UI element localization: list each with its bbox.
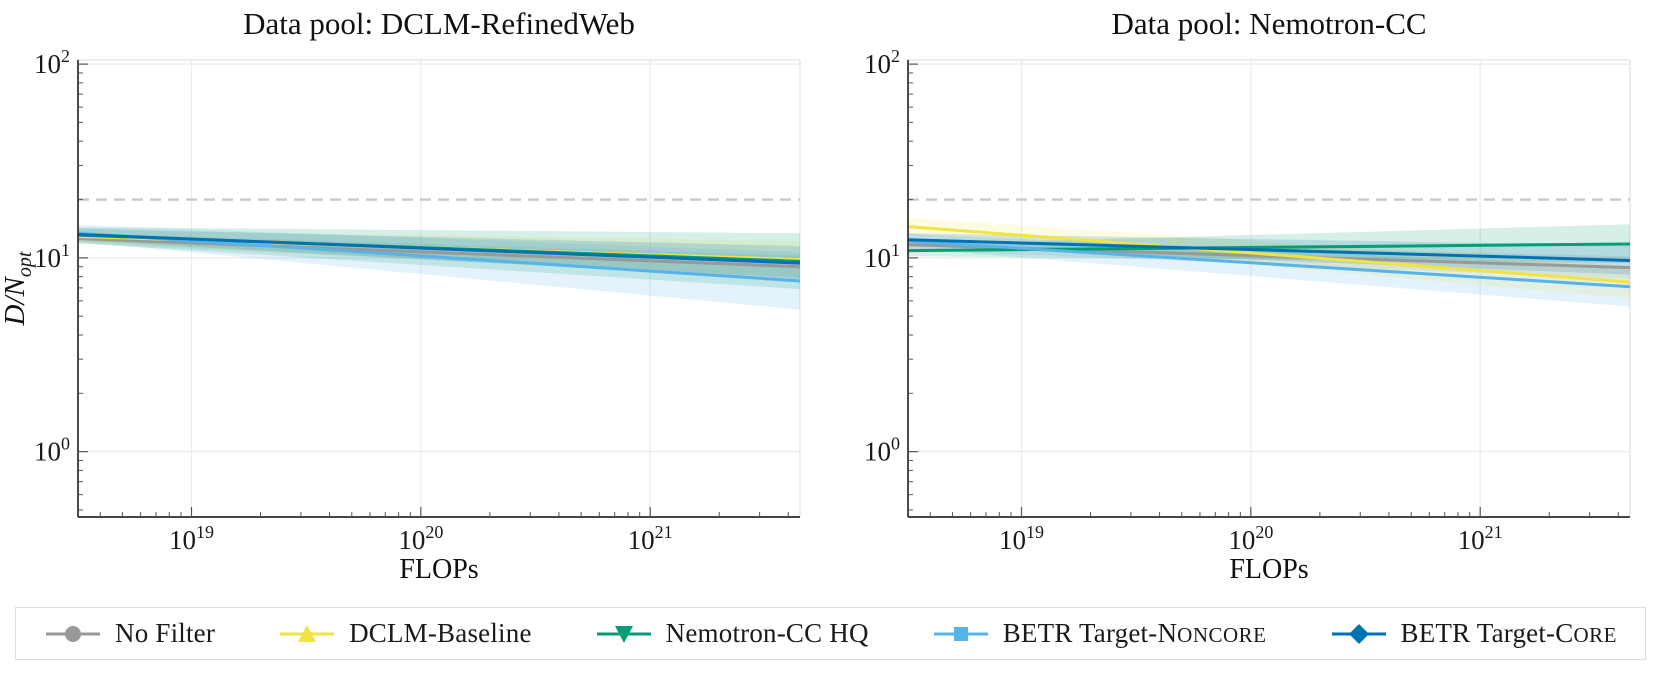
legend-label: DCLM-Baseline: [349, 618, 532, 648]
svg-text:101: 101: [34, 240, 70, 273]
nemotron-cc-hq-marker-icon: [595, 623, 653, 645]
svg-text:1020: 1020: [398, 522, 443, 555]
panel-title: Data pool: Nemotron-CC: [1111, 6, 1426, 41]
legend-label: Nemotron-CC HQ: [665, 618, 869, 648]
legend-item-betr-target-noncore: BETR Target-NONCORE: [932, 618, 1267, 649]
svg-text:1021: 1021: [628, 522, 673, 555]
legend-label: No Filter: [115, 618, 216, 648]
no-filter-marker-icon: [44, 623, 102, 645]
legend-item-dclm-baseline: DCLM-Baseline: [278, 618, 532, 649]
x-axis-label: FLOPs: [1229, 554, 1308, 580]
legend-item-no-filter: No Filter: [44, 618, 215, 649]
legend-item-nemotron-cc-hq: Nemotron-CC HQ: [595, 618, 869, 649]
legend: No Filter DCLM-Baseline Nemotron-CC HQ B…: [15, 607, 1646, 660]
plot-dclm-refinedweb: 1019 1020 1021 100 101 102 Data pool: DCLM-Ref…: [0, 6, 801, 580]
legend-label: BETR Target-CORE: [1400, 618, 1617, 648]
dclm-baseline-marker-icon: [278, 623, 336, 645]
svg-text:1019: 1019: [169, 522, 214, 555]
betr-target-core-marker-icon: [1330, 623, 1388, 645]
y-axis-label: D/Nopt: [0, 251, 36, 326]
svg-text:100: 100: [34, 434, 70, 467]
svg-text:102: 102: [864, 46, 900, 79]
svg-text:101: 101: [864, 240, 900, 273]
legend-item-betr-target-core: BETR Target-CORE: [1330, 618, 1617, 649]
legend-label: BETR Target-NONCORE: [1002, 618, 1267, 648]
svg-text:1019: 1019: [999, 522, 1044, 555]
betr-target-noncore-marker-icon: [932, 623, 990, 645]
svg-text:1020: 1020: [1228, 522, 1273, 555]
chart-panels: 1019 1020 1021 100 101 102 Data pool: DCLM-Ref…: [0, 6, 1631, 580]
x-axis-label: FLOPs: [399, 554, 478, 580]
svg-text:100: 100: [864, 434, 900, 467]
svg-text:102: 102: [34, 46, 70, 79]
svg-text:1021: 1021: [1458, 522, 1503, 555]
plot-nemotron-cc: 1019 1020 1021 100 101 102 Data pool: Nemotron…: [864, 6, 1631, 580]
panel-title: Data pool: DCLM-RefinedWeb: [243, 6, 635, 41]
